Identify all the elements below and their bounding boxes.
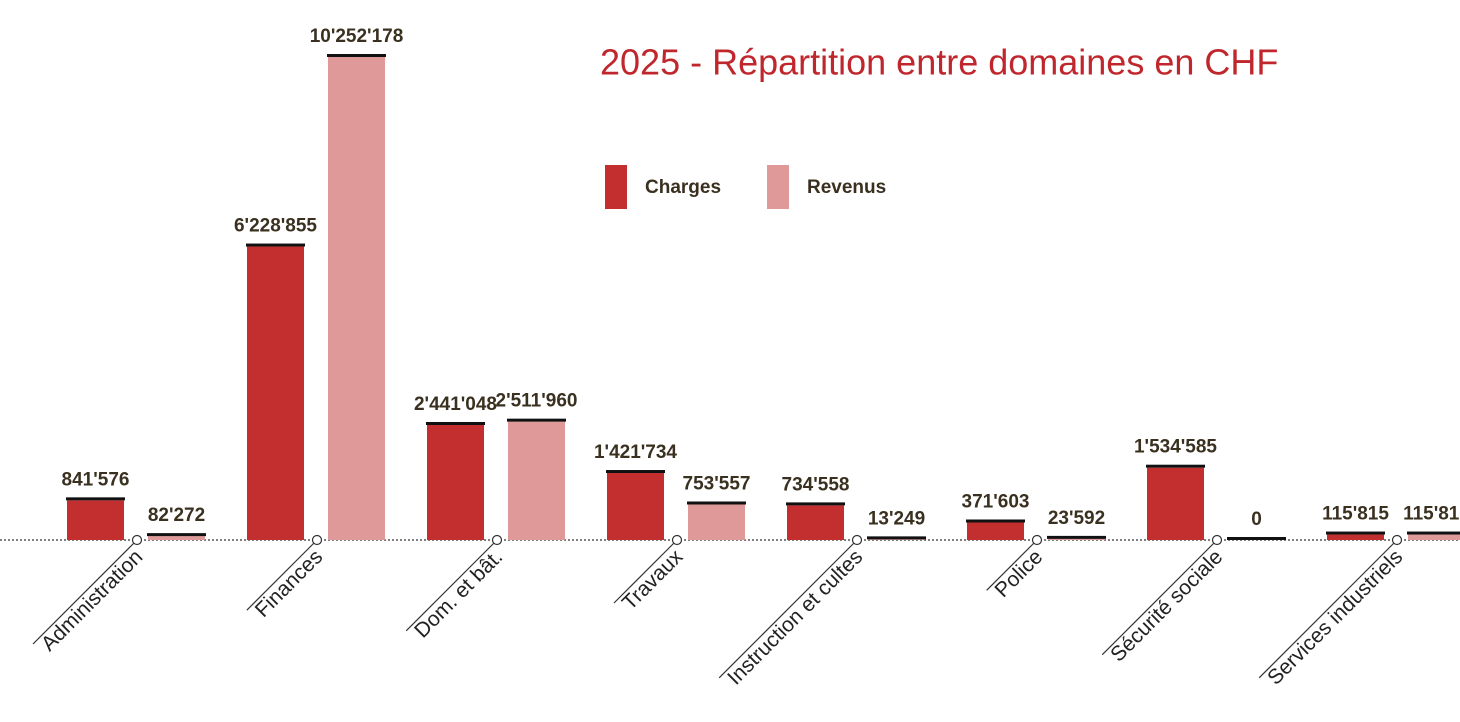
bar-cap [1326, 531, 1385, 535]
bar-cap [1047, 535, 1106, 539]
category-group: Administration [32, 539, 147, 656]
chart-title: 2025 - Répartition entre domaines en CHF [600, 42, 1278, 83]
value-label: 13'249 [868, 508, 925, 529]
leader-line [1101, 539, 1218, 656]
axis-node [851, 534, 863, 546]
category-group: Police [986, 539, 1048, 602]
legend-swatch [767, 165, 789, 209]
bar-cap [507, 418, 566, 422]
value-label: 734'558 [782, 474, 850, 495]
value-label: 0 [1251, 509, 1262, 530]
bar-cap [867, 536, 926, 540]
value-label: 6'228'855 [234, 216, 317, 237]
x-tick-label: Instruction et cultes [723, 545, 867, 689]
value-label: 2'511'960 [496, 391, 578, 412]
category-group: Travaux [613, 539, 688, 615]
category-group: Dom. et bât. [405, 539, 507, 642]
bar [328, 57, 385, 540]
value-label: 82'272 [148, 505, 205, 526]
bar-cap [687, 501, 746, 505]
leader-line [718, 539, 858, 679]
legend-label: Revenus [807, 177, 886, 198]
bar-cap [966, 519, 1025, 523]
value-label: 10'252'178 [310, 26, 404, 47]
bar-cap [66, 497, 125, 501]
x-tick-label: Travaux [618, 545, 688, 615]
value-label: 23'592 [1048, 508, 1105, 529]
bar [688, 504, 745, 540]
axis-node [131, 534, 143, 546]
x-tick-label: Sécurité sociale [1106, 545, 1227, 666]
value-label: 1'421'734 [594, 442, 677, 463]
bar [508, 421, 565, 540]
bar-cap [606, 470, 665, 474]
bar-cap [1407, 531, 1460, 535]
leader-line [246, 539, 318, 611]
category-group: Instruction et cultes [718, 539, 867, 690]
value-label: 841'576 [62, 469, 130, 490]
leader-line [986, 539, 1038, 591]
category-group: Finances [246, 539, 328, 622]
axis-node [1391, 534, 1403, 546]
bar [868, 539, 925, 540]
bar-cap [246, 243, 305, 247]
bar-cap [1227, 537, 1286, 540]
category-group: Services industriels [1258, 539, 1407, 690]
bar-cap [1146, 464, 1205, 468]
bar [1147, 467, 1204, 540]
legend-swatch [605, 165, 627, 209]
value-label: 115'815 [1403, 504, 1460, 525]
bar [148, 536, 205, 540]
bar [1048, 538, 1105, 540]
leader-line [613, 539, 678, 604]
x-tick-label: Services industriels [1263, 545, 1407, 689]
category-group: Sécurité sociale [1101, 539, 1227, 666]
x-tick-label: Dom. et bât. [410, 545, 507, 642]
value-label: 1'534'585 [1134, 437, 1217, 458]
bar [67, 500, 124, 540]
value-label: 371'603 [962, 492, 1030, 513]
bar-cap [786, 502, 845, 506]
x-tick-label: Administration [37, 545, 147, 655]
bar [607, 473, 664, 540]
axis-node [1031, 534, 1043, 546]
bar [427, 424, 484, 540]
leader-line [405, 539, 498, 632]
bar [1408, 534, 1460, 540]
axis-node [671, 534, 683, 546]
leader-line [32, 539, 138, 645]
axis-node [491, 534, 503, 546]
bar [247, 246, 304, 540]
bar [1327, 534, 1384, 540]
legend-label: Charges [645, 177, 721, 198]
x-tick-label: Police [991, 545, 1048, 602]
bar [787, 505, 844, 540]
x-tick-label: Finances [251, 545, 328, 622]
bar-cap [327, 54, 386, 57]
axis-node [311, 534, 323, 546]
value-label: 753'557 [683, 474, 751, 495]
bar [967, 522, 1024, 540]
axis-node [1211, 534, 1223, 546]
value-label: 115'815 [1322, 504, 1389, 525]
leader-line [1258, 539, 1398, 679]
value-label: 2'441'048 [414, 394, 497, 415]
bar-cap [147, 533, 206, 537]
bar-cap [426, 421, 485, 425]
